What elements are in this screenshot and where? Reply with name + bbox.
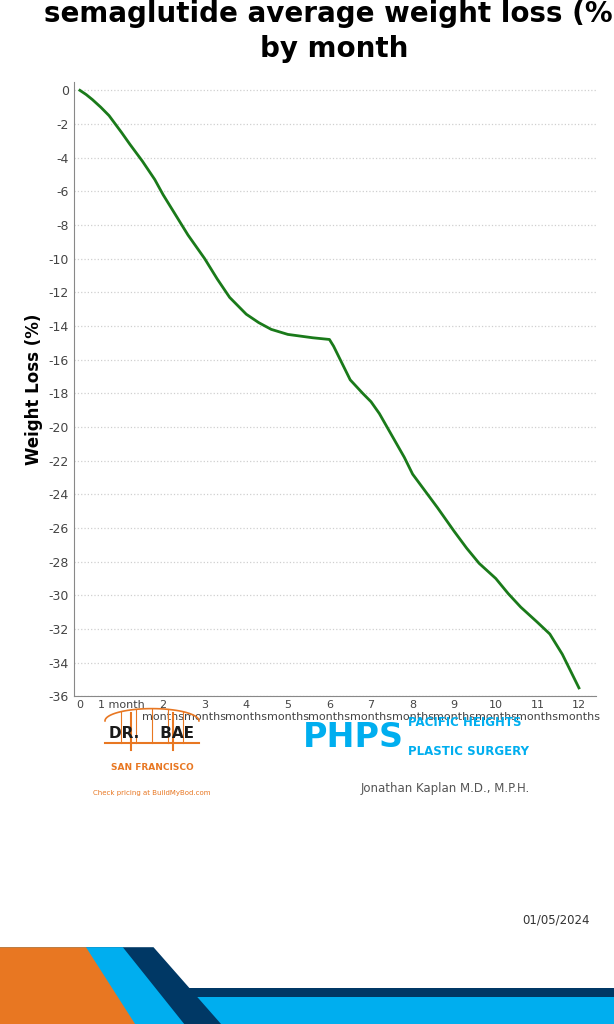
Polygon shape [0, 947, 135, 1024]
Text: SAN FRANCISCO: SAN FRANCISCO [111, 764, 193, 772]
Title: semaglutide average weight loss (%)
by month: semaglutide average weight loss (%) by m… [44, 0, 614, 62]
Text: PHPS: PHPS [303, 721, 404, 754]
Text: Check pricing at BuildMyBod.com: Check pricing at BuildMyBod.com [93, 790, 211, 796]
Bar [0, 997, 614, 1024]
Text: PLASTIC SURGERY: PLASTIC SURGERY [408, 745, 529, 758]
Text: DR.    BAE: DR. BAE [109, 726, 195, 740]
Polygon shape [0, 947, 221, 1024]
Bar [0, 988, 614, 997]
Y-axis label: Weight Loss (%): Weight Loss (%) [25, 313, 43, 465]
Text: Jonathan Kaplan M.D., M.P.H.: Jonathan Kaplan M.D., M.P.H. [361, 782, 530, 795]
Text: PACIFIC HEIGHTS: PACIFIC HEIGHTS [408, 717, 521, 729]
Polygon shape [0, 947, 184, 1024]
Text: 01/05/2024: 01/05/2024 [522, 913, 589, 927]
